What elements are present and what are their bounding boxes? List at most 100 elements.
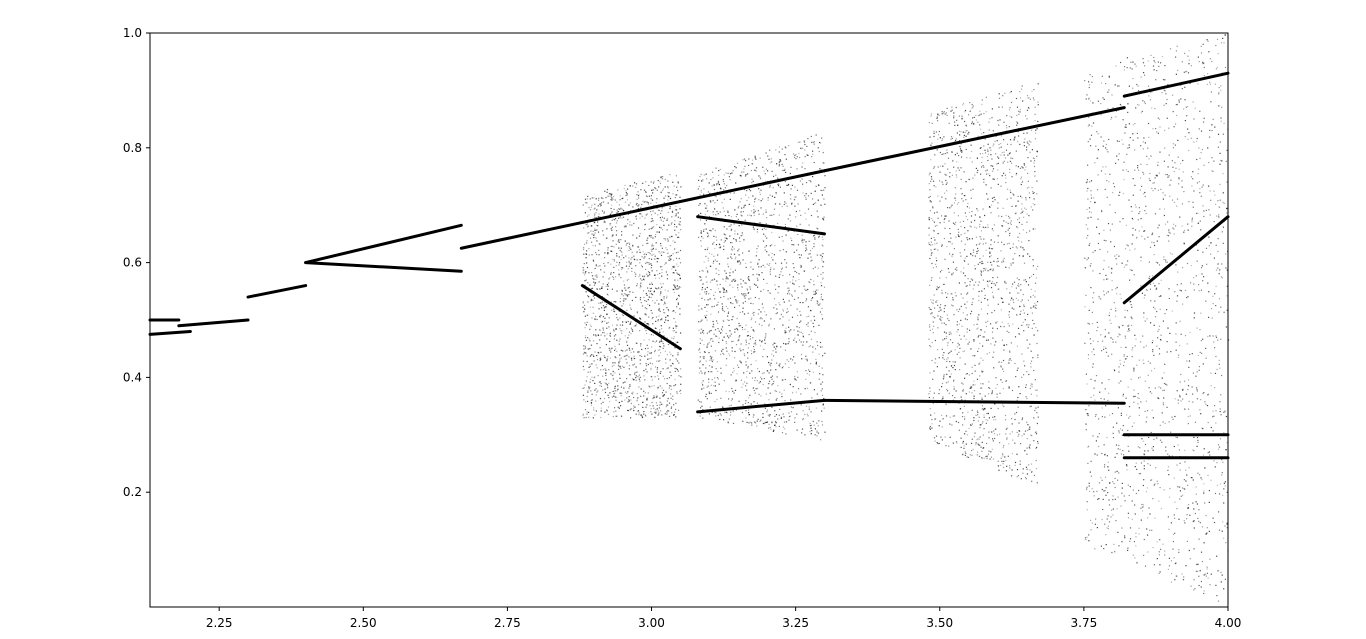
data-point (1011, 453, 1013, 455)
data-point (778, 286, 780, 288)
data-point (644, 313, 646, 315)
data-point (674, 220, 676, 222)
data-point (703, 193, 705, 195)
data-point (954, 187, 956, 189)
data-point (749, 338, 751, 340)
data-point (629, 221, 631, 223)
data-point (1028, 446, 1031, 449)
data-point (987, 284, 989, 286)
data-point (658, 412, 660, 414)
data-point (722, 352, 724, 354)
data-point (958, 115, 960, 117)
data-point (621, 332, 623, 334)
data-point (665, 271, 667, 273)
data-point (1028, 192, 1030, 194)
data-point (605, 344, 607, 346)
data-point (991, 280, 994, 283)
data-point (603, 221, 605, 223)
data-point (759, 222, 761, 224)
data-point (1007, 154, 1009, 156)
data-point (589, 371, 591, 373)
data-point (1145, 289, 1148, 291)
data-point (608, 397, 610, 399)
data-point (604, 411, 606, 413)
data-point (652, 294, 654, 296)
data-point (954, 197, 956, 199)
data-point (722, 306, 724, 308)
data-point (1010, 143, 1012, 146)
data-point (824, 431, 826, 433)
data-point (735, 167, 737, 169)
data-point (996, 383, 998, 386)
data-point (728, 405, 731, 407)
data-point (769, 273, 771, 275)
data-point (986, 412, 988, 415)
data-point (607, 202, 609, 204)
data-point (972, 105, 974, 107)
data-point (778, 414, 780, 416)
data-point (783, 192, 785, 194)
data-point (784, 168, 786, 170)
data-point (638, 386, 640, 388)
data-point (717, 304, 719, 306)
data-point (664, 239, 667, 241)
data-point (662, 347, 664, 349)
data-point (962, 131, 964, 133)
data-point (585, 324, 587, 326)
data-point (619, 358, 621, 360)
data-point (667, 319, 669, 322)
data-point (801, 358, 803, 360)
data-point (705, 316, 707, 318)
data-point (972, 106, 974, 108)
data-point (608, 317, 610, 319)
data-point (930, 309, 932, 311)
data-point (796, 168, 798, 170)
data-point (964, 232, 966, 234)
data-point (665, 316, 667, 318)
data-point (714, 385, 716, 387)
data-point (793, 378, 796, 380)
data-point (800, 393, 802, 395)
data-point (732, 170, 734, 172)
data-point (1019, 97, 1022, 99)
data-point (716, 280, 718, 282)
data-point (610, 348, 612, 350)
data-point (704, 288, 706, 290)
data-point (753, 214, 755, 217)
data-point (780, 417, 782, 419)
data-point (775, 399, 777, 401)
data-point (784, 378, 786, 381)
data-point (805, 300, 807, 302)
data-point (761, 341, 763, 343)
data-point (761, 341, 763, 343)
data-point (779, 391, 781, 393)
data-point (656, 189, 658, 191)
data-point (937, 138, 939, 140)
data-point (1032, 190, 1034, 193)
data-point (714, 291, 716, 293)
data-point (585, 223, 587, 226)
data-point (704, 371, 706, 373)
data-point (607, 294, 609, 296)
data-point (1005, 177, 1007, 179)
data-point (584, 274, 586, 276)
data-point (773, 224, 775, 227)
data-point (813, 424, 815, 426)
data-point (979, 258, 981, 260)
data-point (997, 260, 999, 262)
data-point (587, 337, 589, 339)
data-point (935, 257, 937, 259)
data-point (1095, 375, 1098, 377)
data-point (734, 209, 736, 211)
data-point (656, 288, 658, 290)
data-point (1183, 108, 1185, 110)
data-point (1002, 388, 1004, 390)
data-point (936, 224, 938, 227)
data-point (1008, 386, 1010, 388)
data-point (669, 259, 671, 262)
data-point (1034, 175, 1036, 177)
data-point (676, 186, 678, 188)
data-point (669, 197, 672, 199)
data-point (707, 371, 710, 373)
data-point (582, 365, 584, 368)
